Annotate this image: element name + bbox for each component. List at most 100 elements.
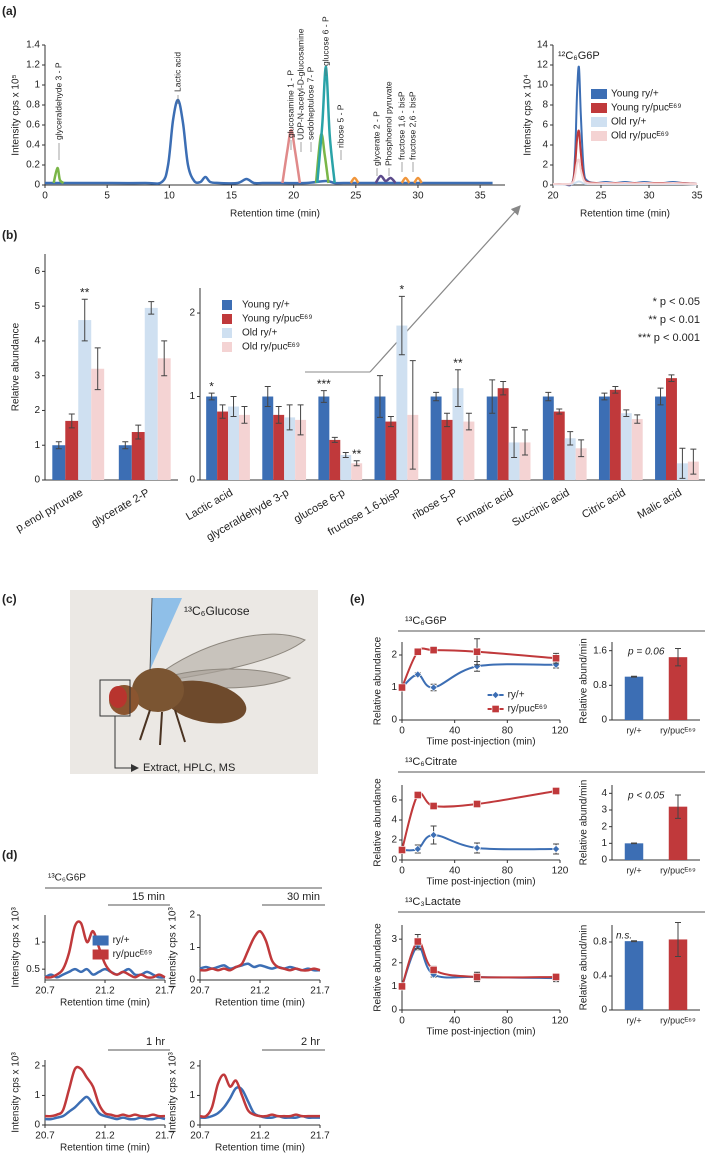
y-tick-label: 2 — [189, 1061, 195, 1072]
peak-annotation: fructose 2,6 - bisP — [407, 91, 417, 160]
x-axis-label: Retention time (min) — [230, 209, 320, 220]
error-bar — [208, 392, 215, 401]
legs — [139, 709, 186, 746]
legend-label: ry/+ — [508, 690, 525, 701]
y-axis-label: Intensity cps x 10⁴ — [523, 74, 534, 156]
category-label: ry/pucᴱ⁶⁹ — [660, 725, 696, 735]
y-tick-label: 0 — [34, 180, 40, 191]
chart: 0 1 2 3 Relative abundance ¹³C₃Lactate 0 40 80 12… — [373, 896, 705, 1038]
y-tick-label: 10 — [537, 80, 549, 91]
x-tick-label: 21.2 — [95, 986, 115, 997]
series-line — [199, 1073, 320, 1119]
x-tick-label: 21.2 — [250, 986, 270, 997]
y-axis-label: Relative abundance — [373, 636, 384, 725]
category-label: p.enol pyruvate — [14, 487, 85, 535]
x-tick-label: 21.2 — [95, 1131, 115, 1142]
series-line — [45, 98, 493, 185]
y-tick-label: 0 — [189, 975, 195, 986]
x-tick-label: 21.2 — [250, 1131, 270, 1142]
y-axis-label: Intensity cps x 10³ — [11, 907, 22, 988]
point-marker — [552, 844, 561, 854]
bar — [519, 442, 531, 480]
category-label: ry/pucᴱ⁶⁹ — [660, 1015, 696, 1025]
peak-annotation: fructose 1,6 - bisP — [396, 91, 406, 160]
chart: 0 1 2 3 4 5 6 Relative abundance p.enol pyruvate… — [11, 254, 178, 535]
error-bar — [444, 412, 451, 428]
chart-title: ¹²C₆G6P — [558, 50, 600, 62]
x-tick-label: 5 — [104, 191, 110, 202]
y-axis-label: Intensity cps x 10³ — [168, 1052, 179, 1133]
error-bar — [342, 451, 349, 458]
bar — [553, 411, 565, 480]
x-tick-label: 21.7 — [155, 986, 175, 997]
legend-marker — [491, 705, 500, 713]
legend-label: Young ry/+ — [611, 89, 659, 100]
error-bar — [94, 347, 101, 391]
y-tick-label: 0.8 — [593, 680, 607, 691]
x-tick-label: 80 — [502, 1016, 514, 1027]
y-tick-label: 0.5 — [26, 964, 40, 975]
y-tick-label: 0 — [542, 180, 548, 191]
point-marker — [473, 647, 481, 656]
y-axis-label: Intensity cps x 10⁵ — [11, 74, 22, 155]
bar — [497, 388, 509, 480]
error-bar — [135, 424, 142, 440]
y-tick-label: 2 — [189, 308, 195, 319]
error-bar — [241, 406, 248, 424]
category-label: ry/pucᴱ⁶⁹ — [660, 865, 696, 875]
bar — [430, 396, 442, 480]
thorax — [132, 668, 184, 712]
error-bar — [454, 369, 461, 408]
error-bar — [297, 404, 304, 436]
process-label: Extract, HPLC, MS — [143, 762, 235, 774]
bar — [374, 396, 386, 480]
bar — [598, 396, 610, 480]
error-bar — [148, 301, 155, 315]
y-axis-label: Relative abund/min — [579, 780, 590, 866]
eye — [109, 686, 127, 708]
y-tick-label: 4 — [542, 140, 548, 151]
bar — [273, 414, 285, 480]
bar — [668, 657, 688, 720]
error-bar — [657, 387, 664, 406]
point-marker — [413, 670, 422, 679]
y-tick-label: 1 — [34, 1090, 40, 1101]
x-axis-label: Time post-injection (min) — [426, 737, 535, 748]
y-axis-label: Relative abundance — [373, 923, 384, 1012]
chart: 0 1 2 3 4 Relative abund/min ry/+ ry/pucᴱ⁶⁹ p < … — [579, 780, 700, 875]
y-tick-label: 0 — [391, 715, 397, 726]
legend-label: Young ry/+ — [242, 300, 290, 311]
category-label: Succinic acid — [510, 487, 572, 529]
bar — [238, 414, 250, 480]
y-tick-label: 12 — [537, 60, 549, 71]
x-tick-label: 30 — [643, 191, 655, 202]
chart: 0 1 2 Intensity cps x 10³ 30 min 20.7 21.2 21.7… — [168, 891, 331, 1009]
bar — [118, 445, 132, 480]
bar — [217, 411, 229, 480]
legend-label: Young ry/pucᴱ⁶⁹ — [242, 314, 313, 325]
y-tick-label: 0.2 — [26, 160, 40, 171]
panel-title: ¹³C₆G6P — [48, 873, 86, 884]
series-line — [44, 920, 166, 979]
series-line — [349, 176, 423, 184]
legend-label: Old ry/pucᴱ⁶⁹ — [242, 342, 300, 353]
series-line — [316, 65, 336, 184]
y-tick-label: 3 — [601, 805, 607, 816]
error-bar — [690, 448, 697, 475]
x-tick-label: 20.7 — [190, 986, 210, 997]
y-tick-label: 0.8 — [26, 100, 40, 111]
point-marker — [413, 844, 422, 854]
y-tick-label: 4 — [34, 336, 40, 347]
y-axis-label: Relative abundance — [11, 322, 22, 411]
series-line — [552, 158, 698, 186]
bar — [262, 396, 274, 480]
x-tick-label: 80 — [502, 726, 514, 737]
y-tick-label: 6 — [34, 266, 40, 277]
significance-mark: ** — [453, 356, 463, 370]
x-tick-label: 20.7 — [35, 986, 55, 997]
bar — [564, 438, 576, 480]
legend-swatch — [591, 89, 607, 99]
y-axis-label: Relative abund/min — [579, 925, 590, 1011]
legend-swatch — [92, 949, 109, 960]
y-tick-label: 4 — [391, 815, 397, 826]
